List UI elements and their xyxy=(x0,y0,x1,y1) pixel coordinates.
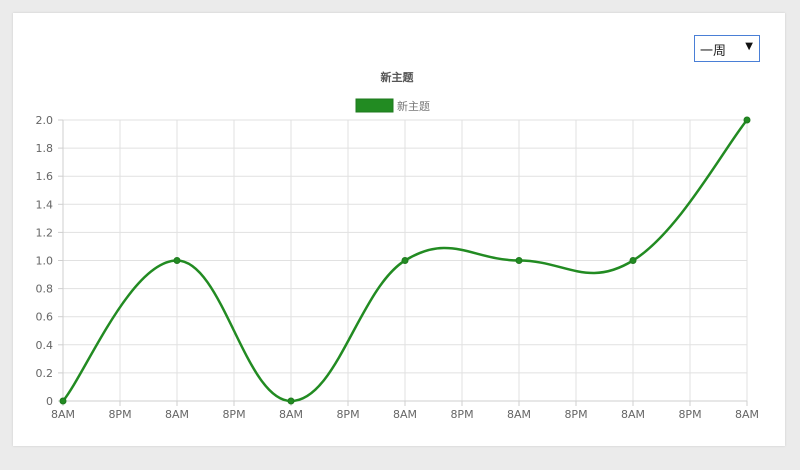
x-tick-label: 8AM xyxy=(165,408,189,421)
legend-swatch[interactable] xyxy=(355,98,394,113)
x-tick-label: 8AM xyxy=(507,408,531,421)
x-tick-label: 8PM xyxy=(564,408,587,421)
x-tick-label: 8AM xyxy=(735,408,759,421)
x-tick-label: 8PM xyxy=(108,408,131,421)
y-tick-label: 0.8 xyxy=(36,283,54,296)
y-tick-label: 1.0 xyxy=(36,255,54,268)
x-tick-label: 8PM xyxy=(450,408,473,421)
y-tick-label: 1.2 xyxy=(36,226,54,239)
x-tick-label: 8AM xyxy=(51,408,75,421)
dropdown-arrow-icon: ▼ xyxy=(745,41,753,52)
x-tick-label: 8PM xyxy=(336,408,359,421)
legend-label[interactable]: 新主题 xyxy=(397,99,430,113)
axes xyxy=(58,119,748,406)
x-tick-label: 8AM xyxy=(621,408,645,421)
data-point xyxy=(173,257,181,264)
legend[interactable]: 新主题 xyxy=(355,98,430,113)
data-point xyxy=(515,257,523,264)
chart-card xyxy=(13,13,785,446)
y-tick-label: 0.4 xyxy=(36,339,54,352)
y-tick-label: 1.8 xyxy=(36,142,54,155)
data-point xyxy=(401,257,409,264)
data-point xyxy=(59,397,67,405)
data-point xyxy=(629,257,637,264)
data-point xyxy=(287,397,295,405)
x-tick-label: 8AM xyxy=(393,408,417,421)
time-range-select[interactable]: 一周 ▼ xyxy=(694,35,760,62)
y-tick-label: 1.6 xyxy=(36,170,54,183)
chart-title: 新主题 xyxy=(381,70,415,84)
x-tick-label: 8PM xyxy=(678,408,701,421)
series-layer xyxy=(59,116,751,405)
y-tick-label: 0 xyxy=(46,395,53,408)
data-point xyxy=(743,116,751,124)
time-range-value: 一周 xyxy=(700,44,727,59)
y-tick-label: 1.4 xyxy=(36,198,54,211)
y-tick-label: 2.0 xyxy=(36,114,54,127)
x-axis-tick-labels: 8AM 8PM 8AM 8PM 8AM 8PM 8AM 8PM 8AM 8PM 8AM 8PM 8AM xyxy=(51,408,759,421)
y-tick-label: 0.6 xyxy=(36,311,54,324)
y-tick-label: 0.2 xyxy=(36,367,54,380)
x-tick-label: 8PM xyxy=(222,408,245,421)
y-axis-tick-labels: 0 0.2 0.4 0.6 0.8 1.0 1.2 1.4 1.6 1.8 2.0 xyxy=(36,114,54,408)
x-tick-label: 8AM xyxy=(279,408,303,421)
